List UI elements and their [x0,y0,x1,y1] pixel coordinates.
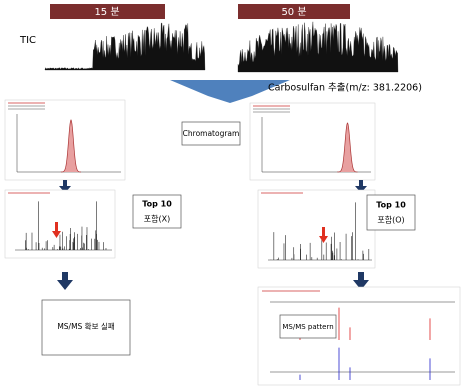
chromatogram-panel [249,102,376,181]
ms-spectrum [257,189,376,269]
panel [4,99,126,181]
header-text: 50 분 [281,6,306,18]
chromatogram-panel [4,99,126,181]
top10-title: Top 10 [376,201,406,210]
top10-title: Top 10 [142,200,172,209]
tic-trace [237,21,399,73]
result-box [41,299,131,356]
trace [237,21,399,73]
top10-status: 포함(X) [144,215,170,224]
top10-status: 포함(O) [377,216,404,225]
big-arrow [170,80,290,103]
panel [257,189,376,269]
label-box [181,121,241,146]
ms-spectrum [4,189,116,259]
trace [44,22,206,71]
result-text: MS/MS pattern [282,323,333,331]
peak [337,122,358,173]
peak [60,119,82,173]
header-box [50,4,165,19]
label-box [279,314,337,339]
chromatogram-label: Chromatogram [183,129,240,138]
tic-trace [44,22,206,71]
panel [249,102,376,181]
extraction-label: Carbosulfan 추출(m/z: 381.2206) [268,83,422,94]
header-text: 15 분 [94,6,119,18]
tic-label: TIC [19,35,36,46]
result-text: MS/MS 확보 실패 [57,321,114,331]
label-box [366,194,416,231]
label-box [132,194,182,229]
arrows [57,180,369,290]
red-arrows [52,222,328,243]
header-box [238,4,350,19]
